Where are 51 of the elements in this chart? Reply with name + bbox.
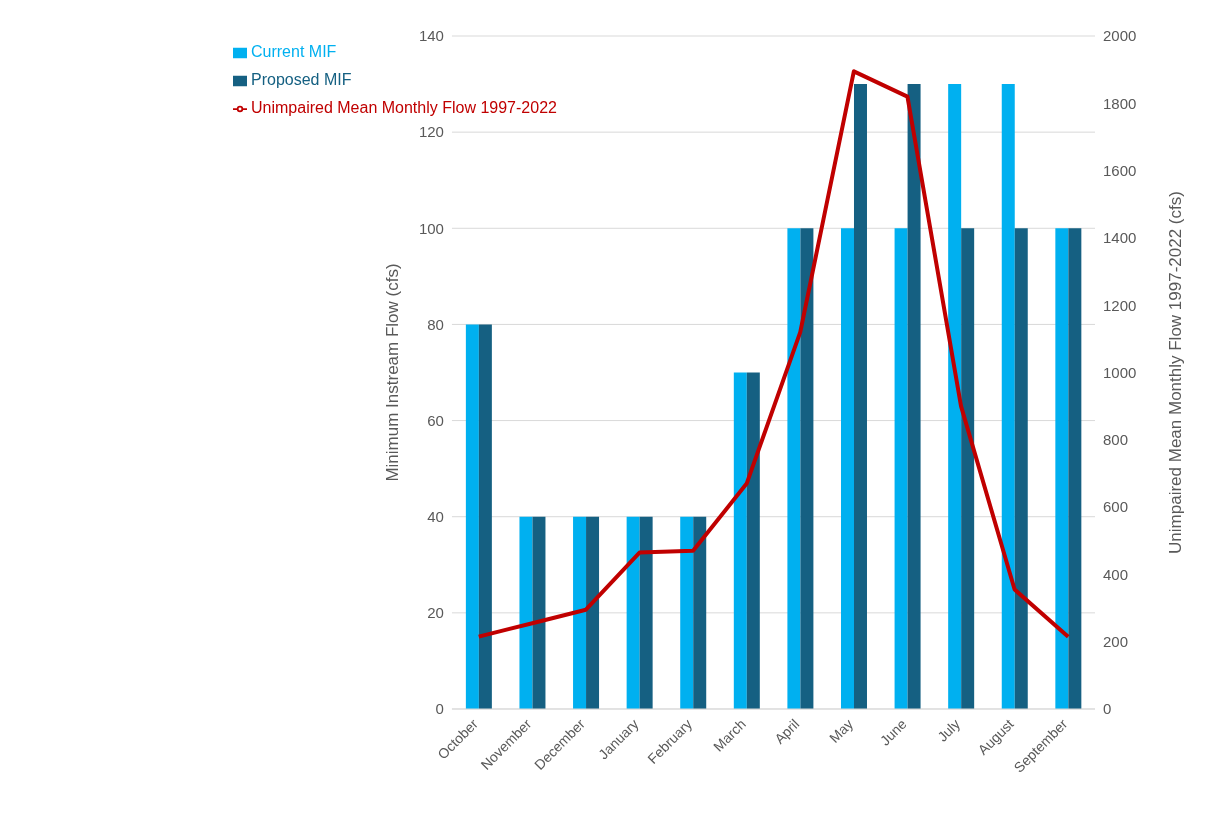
bar [1001, 84, 1015, 709]
y2-tick-label: 1000 [1103, 363, 1137, 381]
y-tick-label: 140 [418, 27, 444, 45]
y2-tick-label: 200 [1103, 633, 1129, 651]
legend-label: Current MIF [251, 43, 337, 60]
bar [948, 84, 962, 709]
bar [907, 84, 921, 709]
bar [680, 516, 694, 709]
bar [532, 516, 546, 709]
y2-tick-label: 400 [1103, 565, 1129, 583]
bar [626, 516, 640, 709]
bar [1014, 228, 1028, 709]
line-series [476, 69, 1071, 639]
y-tick-label: 0 [435, 700, 444, 718]
bar [787, 228, 801, 709]
y2-tick-label: 1200 [1103, 296, 1137, 314]
y2-tick-label: 1600 [1103, 161, 1137, 179]
y2-tick-label: 2000 [1103, 27, 1137, 45]
y2-axis-title: Unimpaired Mean Monthly Flow 1997-2022 (cfs) [1166, 191, 1186, 554]
y2-tick-label: 1800 [1103, 94, 1137, 112]
y2-tick-label: 800 [1103, 431, 1129, 449]
bar [894, 228, 908, 709]
y-tick-label: 100 [418, 219, 444, 237]
bar [586, 516, 600, 709]
bar [733, 372, 747, 709]
bar [639, 516, 653, 709]
y-tick-label: 120 [418, 123, 444, 141]
x-tick-label: July [934, 715, 964, 745]
y2-tick-label: 1400 [1103, 229, 1137, 247]
y2-tick-label: 0 [1103, 700, 1112, 718]
y2-tick-label: 600 [1103, 498, 1129, 516]
bar [840, 228, 854, 709]
y-tick-label: 60 [427, 411, 444, 429]
bar [1055, 228, 1069, 709]
y-tick-label: 80 [427, 315, 444, 333]
bar [1068, 228, 1082, 709]
y-tick-label: 20 [427, 604, 444, 622]
bar [853, 84, 867, 709]
legend-label: Unimpaired Mean Monthly Flow 1997-2022 [251, 99, 557, 116]
legend-label: Proposed MIF [251, 71, 352, 88]
bar [800, 228, 814, 709]
y-axis-title: Minimum Instream Flow (cfs) [382, 263, 402, 482]
bar [961, 228, 975, 709]
bar [465, 324, 479, 709]
bar [478, 324, 492, 709]
y-tick-label: 40 [427, 508, 444, 526]
bar [573, 516, 587, 709]
x-tick-label: May [825, 715, 856, 746]
bar [693, 516, 707, 709]
bar [746, 372, 760, 709]
bar [519, 516, 533, 709]
